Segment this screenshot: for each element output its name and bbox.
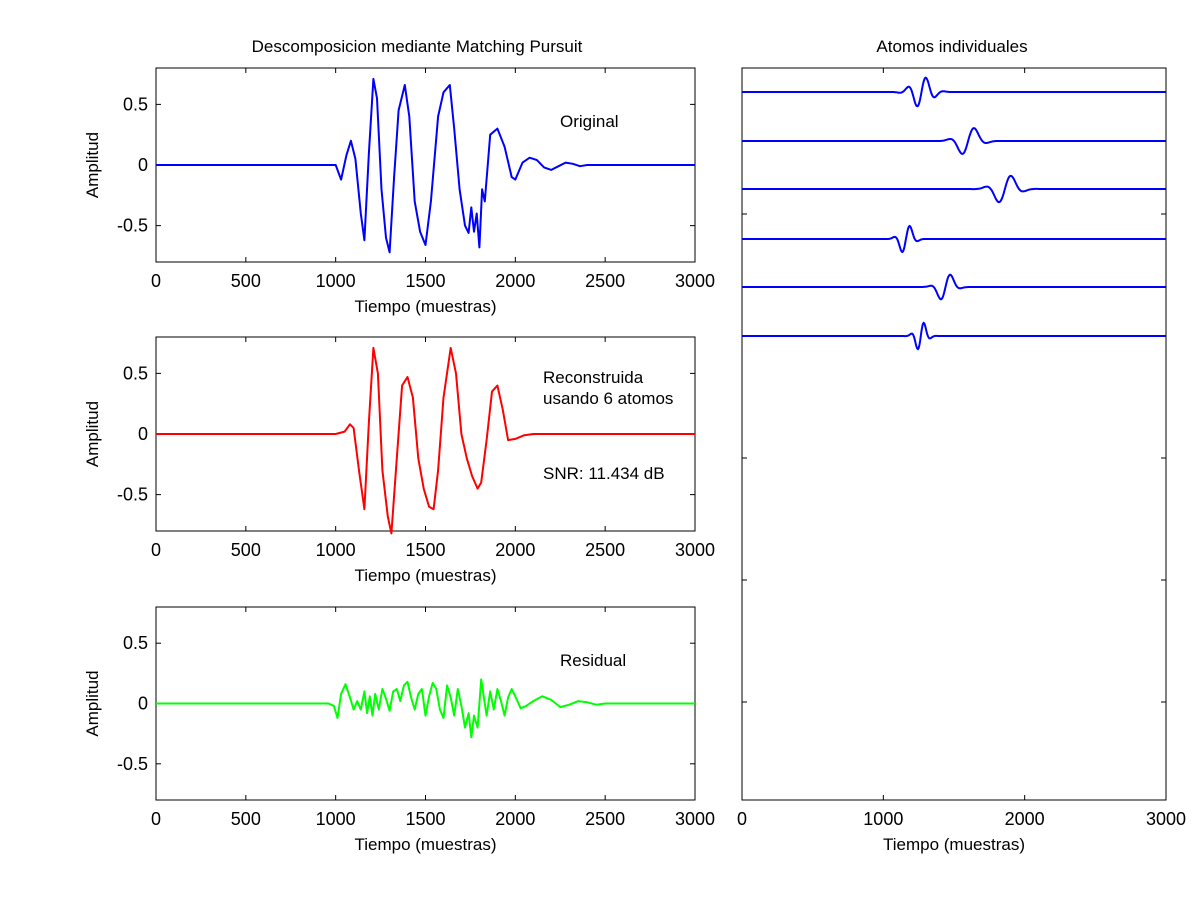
x-tick-label: 2000 <box>495 809 535 829</box>
atom-line <box>742 321 1166 351</box>
signal-line <box>156 77 695 254</box>
x-tick-label: 3000 <box>675 540 715 560</box>
reconstruida-panel: Reconstruida usando 6 atomos SNR: 11.434… <box>83 336 715 585</box>
axes-box <box>741 67 1167 801</box>
x-tick-label: 2500 <box>585 271 625 291</box>
y-tick-label: 0.5 <box>123 633 148 653</box>
x-axis-label: Tiempo (muestras) <box>354 566 496 585</box>
x-tick-label: 1000 <box>316 271 356 291</box>
original-annotation: Original <box>560 112 619 131</box>
y-axis-label: Amplitud <box>83 132 102 198</box>
y-axis-label: Amplitud <box>83 401 102 467</box>
x-axis-label: Tiempo (muestras) <box>354 297 496 316</box>
x-tick-label: 3000 <box>675 809 715 829</box>
x-tick-label: 2000 <box>495 271 535 291</box>
snr-annotation: SNR: 11.434 dB <box>543 464 665 483</box>
x-tick-label: 0 <box>737 809 747 829</box>
x-tick-label: 1500 <box>405 809 445 829</box>
atom-line <box>742 174 1166 204</box>
x-tick-label: 500 <box>231 540 261 560</box>
x-tick-label: 1500 <box>405 540 445 560</box>
x-tick-label: 1000 <box>316 540 356 560</box>
y-tick-label: 0 <box>138 694 148 714</box>
atom-line <box>742 224 1166 254</box>
signal-line <box>156 678 695 739</box>
x-tick-label: 500 <box>231 271 261 291</box>
y-tick-label: 0.5 <box>123 363 148 383</box>
y-tick-label: 0 <box>138 155 148 175</box>
atom-line <box>742 273 1166 301</box>
atomos-panel: 0 1000 2000 3000 Tiempo (muestras) <box>737 67 1186 854</box>
atom-line <box>742 127 1166 155</box>
x-tick-label: 500 <box>231 809 261 829</box>
x-tick-label: 0 <box>151 540 161 560</box>
y-tick-label: 0.5 <box>123 94 148 114</box>
x-tick-label: 1500 <box>405 271 445 291</box>
left-title: Descomposicion mediante Matching Pursuit <box>252 37 583 56</box>
x-tick-label: 0 <box>151 809 161 829</box>
signal-line <box>156 346 695 535</box>
x-tick-label: 2500 <box>585 809 625 829</box>
original-panel: Original 0 500 1000 1500 2000 2500 3000 0.5 0 -0.… <box>83 67 715 316</box>
x-tick-label: 1000 <box>316 809 356 829</box>
residual-panel: Residual 0 500 1000 1500 2000 2500 3000 0.5 0 -0.… <box>83 606 715 854</box>
x-tick-label: 3000 <box>1146 809 1186 829</box>
y-axis-label: Amplitud <box>83 670 102 736</box>
x-axis-label: Tiempo (muestras) <box>883 835 1025 854</box>
x-tick-label: 1000 <box>863 809 903 829</box>
y-tick-label: -0.5 <box>117 754 148 774</box>
y-tick-label: -0.5 <box>117 485 148 505</box>
residual-annotation: Residual <box>560 651 626 670</box>
x-tick-label: 0 <box>151 271 161 291</box>
x-tick-label: 2000 <box>495 540 535 560</box>
x-tick-label: 2500 <box>585 540 625 560</box>
y-tick-label: 0 <box>138 424 148 444</box>
right-title: Atomos individuales <box>876 37 1027 56</box>
atom-line <box>742 76 1166 108</box>
x-tick-label: 3000 <box>675 271 715 291</box>
y-tick-label: -0.5 <box>117 216 148 236</box>
atomos-count-annotation: usando 6 atomos <box>543 389 673 408</box>
x-tick-label: 2000 <box>1005 809 1045 829</box>
x-axis-label: Tiempo (muestras) <box>354 835 496 854</box>
reconstruida-annotation: Reconstruida <box>543 368 644 387</box>
